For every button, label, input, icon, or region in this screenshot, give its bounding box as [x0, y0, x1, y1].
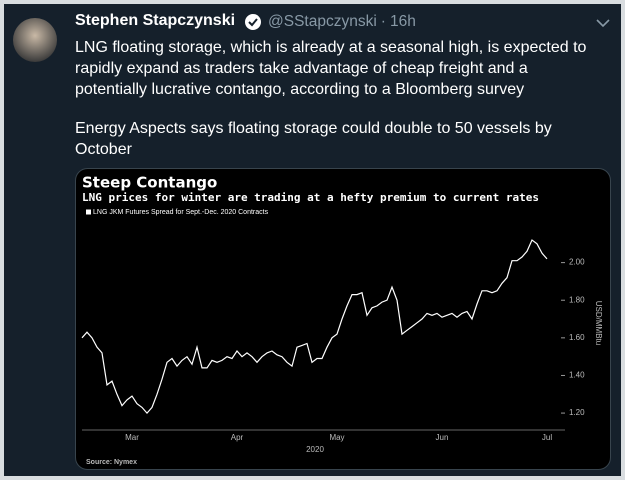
legend-swatch	[86, 209, 91, 215]
x-tick-label: Jul	[542, 433, 552, 442]
x-tick-label: Jun	[436, 433, 449, 442]
separator: ·	[380, 13, 386, 30]
chart-title: Steep Contango	[82, 174, 217, 192]
y-tick-label: 1.40	[569, 371, 585, 380]
author-name[interactable]: Stephen Stapczynski	[75, 12, 236, 29]
x-axis-label: 2020	[306, 445, 324, 454]
x-tick-label: Mar	[125, 433, 139, 442]
verified-check	[248, 18, 258, 27]
tweet-meta: @SStapczynski · 16h	[268, 13, 420, 31]
verified-badge	[245, 14, 261, 30]
tweet-paragraph: Energy Aspects says floating storage cou…	[75, 120, 552, 158]
y-tick-label: 1.80	[569, 295, 585, 304]
avatar[interactable]	[13, 18, 57, 62]
source: Source: Nymex	[86, 459, 137, 466]
chart-card[interactable]	[75, 168, 611, 470]
x-tick-label: Apr	[231, 433, 244, 442]
y-axis-label: USD/MMBtu	[594, 301, 603, 345]
menu-chevron[interactable]	[596, 19, 610, 28]
y-tick-label: 1.60	[569, 333, 585, 342]
legend-label: LNG JKM Futures Spread for Sept.-Dec. 20…	[93, 209, 269, 216]
chart-subtitle: LNG prices for winter are trading at a h…	[82, 191, 539, 204]
y-tick-label: 2.00	[569, 258, 585, 267]
timestamp[interactable]: 16h	[389, 13, 416, 30]
y-tick-label: 1.20	[569, 408, 585, 417]
x-tick-label: May	[329, 433, 344, 442]
handle[interactable]: @SStapczynski	[268, 13, 377, 30]
tweet-paragraph: LNG floating storage, which is already a…	[75, 39, 587, 98]
line-series	[81, 239, 548, 415]
